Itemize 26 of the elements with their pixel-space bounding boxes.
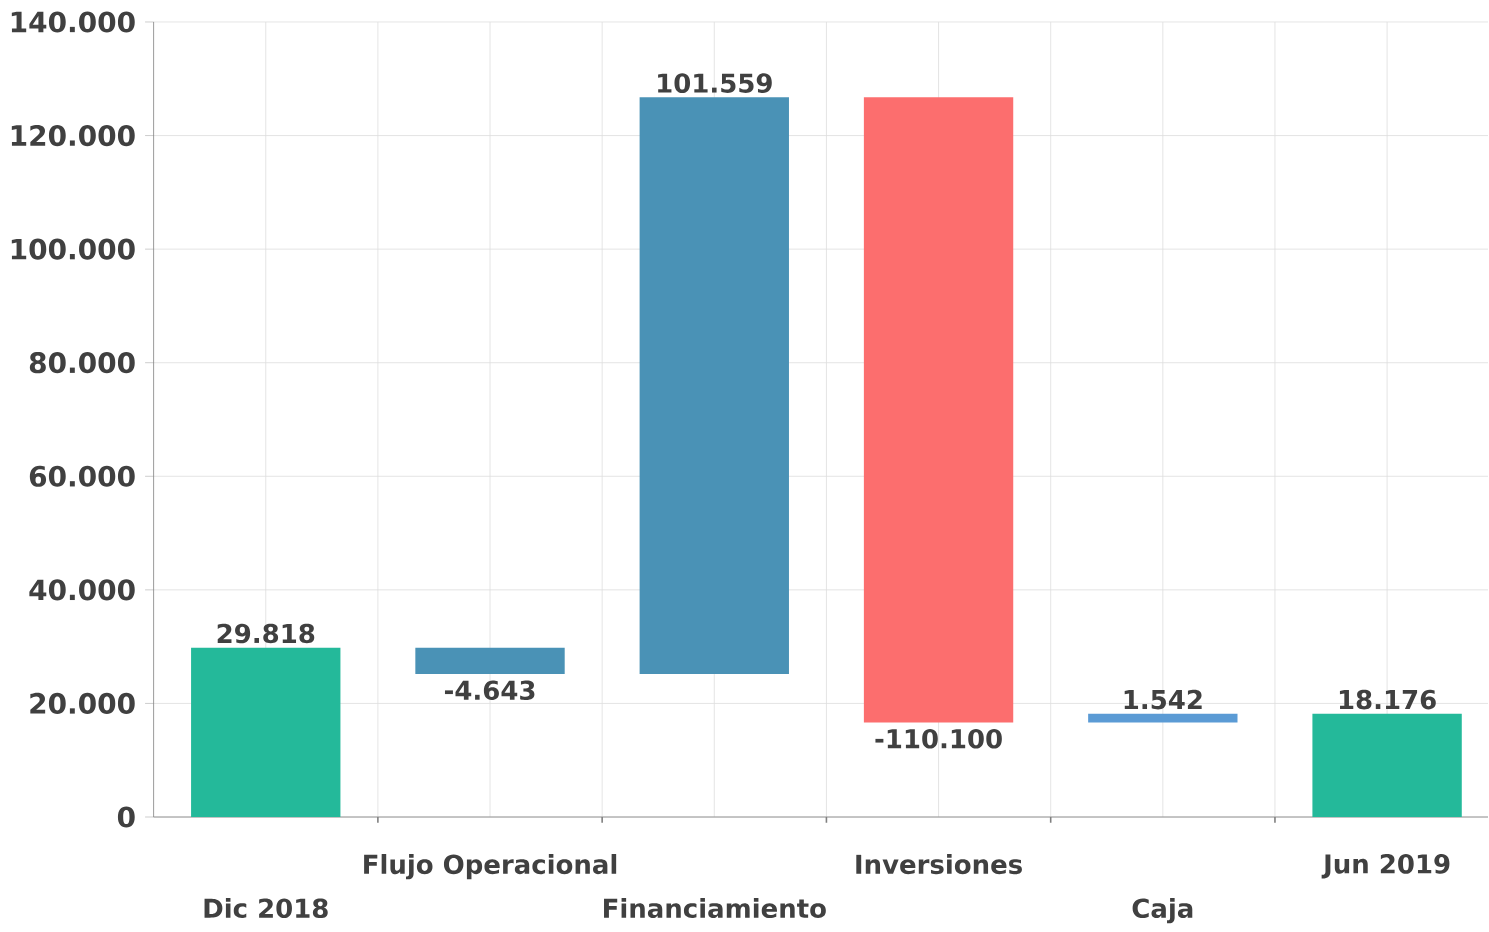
data-label: 29.818	[217, 623, 315, 644]
y-tick-label: 40.000	[29, 579, 135, 601]
y-tick-label: 140.000	[11, 11, 135, 33]
bar	[1088, 713, 1238, 723]
y-tick-label: 120.000	[11, 124, 135, 147]
x-tick-label: Jun 2019	[1321, 854, 1450, 879]
bar	[415, 647, 565, 675]
data-label: 18.176	[1339, 689, 1436, 710]
x-tick-label: Dic 2018	[204, 897, 328, 919]
x-tick-label: Caja	[1132, 897, 1193, 924]
x-tick-label: Financiamiento	[604, 897, 826, 919]
x-tick-label: Inversiones	[856, 854, 1022, 875]
data-label: -4.643	[444, 680, 535, 701]
y-tick-label: 100.000	[11, 238, 135, 260]
y-tick-label: 0	[117, 806, 135, 828]
y-tick-label: 60.000	[29, 465, 135, 487]
y-tick-label: 20.000	[30, 692, 135, 715]
data-label: -110.100	[875, 728, 1002, 749]
bar	[1312, 713, 1462, 818]
bar	[863, 97, 1014, 723]
x-tick-label: Flujo Operacional	[364, 854, 617, 880]
data-label: 1.542	[1124, 689, 1202, 710]
y-tick-label: 80.000	[29, 352, 135, 374]
bar	[191, 647, 341, 818]
data-label: 101.559	[658, 73, 772, 93]
bar	[639, 97, 789, 675]
